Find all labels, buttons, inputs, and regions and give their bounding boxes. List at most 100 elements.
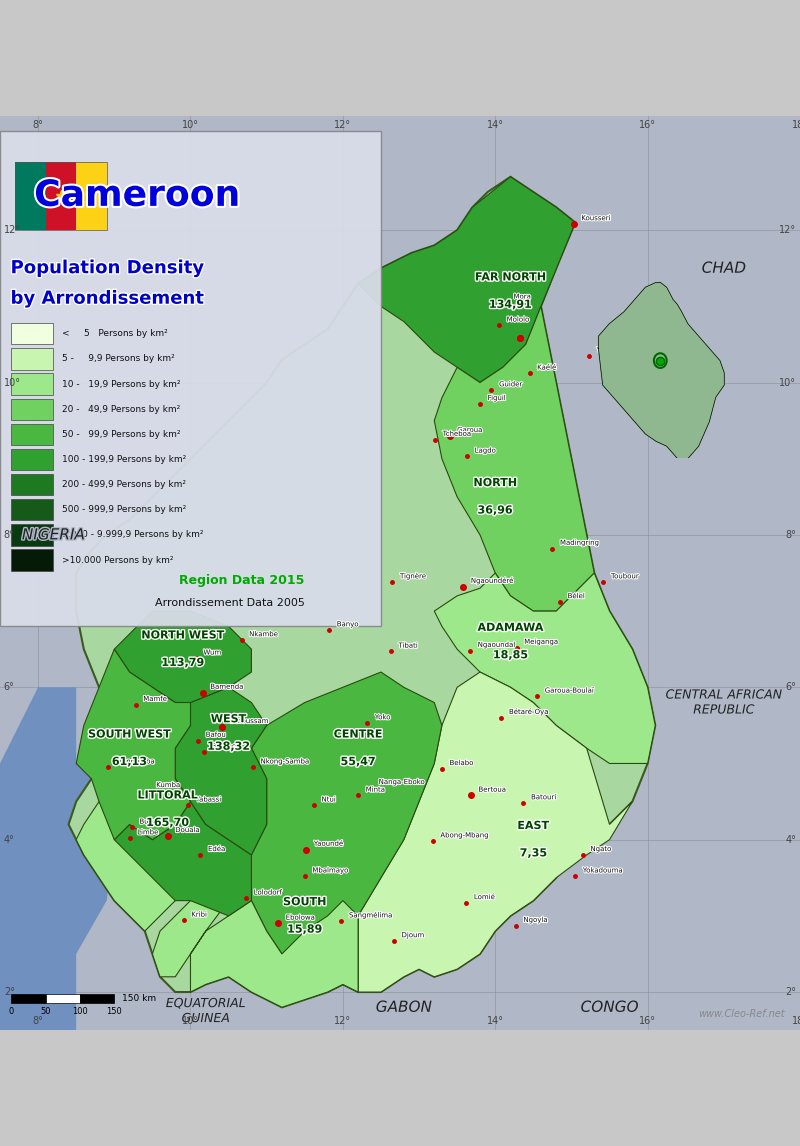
Text: Wum: Wum	[203, 650, 222, 656]
Text: 165,70: 165,70	[146, 818, 189, 827]
Bar	[11, 424, 54, 445]
Text: 18°: 18°	[791, 1017, 800, 1027]
Text: 8°: 8°	[786, 529, 796, 540]
Text: 61,13: 61,13	[112, 758, 147, 767]
Text: Ebolowa: Ebolowa	[286, 915, 315, 920]
Text: SOUTH: SOUTH	[283, 897, 326, 908]
Text: 18°: 18°	[791, 119, 800, 129]
Text: CENTRAL AFRICAN
REPUBLIC: CENTRAL AFRICAN REPUBLIC	[666, 689, 782, 716]
Text: Arrondissement Data 2005: Arrondissement Data 2005	[155, 598, 305, 609]
Text: Ngato: Ngato	[590, 846, 611, 853]
Text: 100: 100	[72, 1007, 88, 1017]
Polygon shape	[76, 649, 190, 840]
Text: by Arrondissement: by Arrondissement	[10, 290, 202, 308]
Polygon shape	[0, 801, 152, 1030]
Bar	[11, 449, 54, 470]
Text: Toubour: Toubour	[611, 573, 638, 580]
FancyBboxPatch shape	[0, 131, 381, 627]
Text: Garoua-Boulaï: Garoua-Boulaï	[545, 688, 594, 693]
Text: Kumba: Kumba	[156, 782, 180, 788]
Text: 8°: 8°	[33, 1017, 43, 1027]
Polygon shape	[0, 688, 114, 1030]
Text: Mundemba: Mundemba	[116, 759, 155, 764]
Text: Figuil: Figuil	[488, 395, 506, 401]
Text: Garoua: Garoua	[457, 427, 482, 433]
Text: 100 - 199,9 Persons by km²: 100 - 199,9 Persons by km²	[62, 455, 186, 464]
Polygon shape	[598, 282, 724, 458]
Text: 2°: 2°	[785, 987, 796, 997]
Text: Abong-Mbang: Abong-Mbang	[440, 832, 489, 839]
Text: Ngaoundal: Ngaoundal	[478, 642, 515, 647]
Text: Yaoundé: Yaoundé	[314, 841, 343, 847]
Text: GABON: GABON	[376, 999, 432, 1015]
Bar	[11, 399, 54, 419]
Text: 8°: 8°	[33, 119, 43, 129]
Text: Region Data 2015: Region Data 2015	[179, 574, 305, 587]
Text: Nkong-Samba: Nkong-Samba	[261, 759, 310, 764]
Text: Tignère: Tignère	[400, 572, 426, 580]
Text: Yagoua: Yagoua	[597, 347, 622, 353]
Text: CONGO: CONGO	[581, 999, 638, 1015]
Bar	[11, 348, 54, 369]
Text: 5 -     9,9 Persons by km²: 5 - 9,9 Persons by km²	[62, 354, 175, 363]
Text: 20 -   49,9 Persons by km²: 20 - 49,9 Persons by km²	[62, 405, 181, 414]
Text: 15,89: 15,89	[287, 925, 322, 935]
Text: FAR NORTH: FAR NORTH	[475, 273, 546, 282]
Text: 18,85: 18,85	[493, 650, 528, 660]
Text: <     5   Persons by km²: < 5 Persons by km²	[62, 329, 168, 338]
Text: Mamfe: Mamfe	[143, 696, 167, 702]
Text: LITTORAL: LITTORAL	[138, 791, 198, 800]
Text: Kribi: Kribi	[191, 911, 207, 918]
Text: Mololo: Mololo	[506, 316, 530, 322]
Text: Bafoussam: Bafoussam	[230, 719, 269, 724]
Text: 10°: 10°	[182, 1017, 199, 1027]
Text: Bamenda: Bamenda	[210, 684, 243, 690]
Text: Cameroon: Cameroon	[34, 179, 240, 213]
Text: 200 - 499,9 Persons by km²: 200 - 499,9 Persons by km²	[62, 480, 186, 489]
Text: 12°: 12°	[334, 1017, 351, 1027]
Text: 14°: 14°	[486, 119, 504, 129]
Text: Yokadouma: Yokadouma	[583, 868, 623, 873]
Text: 150 km: 150 km	[122, 995, 156, 1004]
Polygon shape	[175, 688, 266, 855]
Bar	[15, 162, 106, 230]
Text: 138,32: 138,32	[207, 741, 250, 752]
Text: Limbe: Limbe	[137, 830, 158, 835]
Bar	[80, 995, 114, 1004]
Polygon shape	[434, 573, 655, 763]
Text: Douala: Douala	[175, 827, 200, 833]
Polygon shape	[358, 672, 632, 992]
Polygon shape	[0, 116, 800, 1030]
Text: 113,79: 113,79	[162, 658, 204, 668]
Text: 50: 50	[41, 1007, 51, 1017]
Text: Bélel: Bélel	[568, 594, 585, 599]
Text: Tibati: Tibati	[398, 643, 418, 649]
Text: Nkambe: Nkambe	[249, 631, 278, 637]
Text: 12°: 12°	[334, 119, 351, 129]
Text: CENTRE: CENTRE	[334, 730, 382, 739]
Text: 134,91: 134,91	[489, 300, 532, 309]
Text: 0: 0	[9, 1007, 14, 1017]
Text: Lolodorf: Lolodorf	[254, 889, 282, 895]
Bar	[11, 549, 54, 571]
Text: Yabassi: Yabassi	[196, 796, 221, 802]
Text: Bafou: Bafou	[206, 732, 226, 738]
Text: Bétaré-Oya: Bétaré-Oya	[509, 708, 549, 715]
Bar	[11, 995, 46, 1004]
Polygon shape	[114, 611, 251, 702]
Text: Belabo: Belabo	[450, 760, 474, 766]
Text: Banyo: Banyo	[337, 621, 358, 627]
Text: www.Cleo-Ref.net: www.Cleo-Ref.net	[698, 1008, 785, 1019]
Text: 10°: 10°	[182, 119, 199, 129]
Text: CHAD: CHAD	[702, 261, 746, 276]
Text: NORTH WEST: NORTH WEST	[142, 630, 225, 641]
Text: >10.000 Persons by km²: >10.000 Persons by km²	[62, 556, 174, 565]
Text: SOUTH WEST: SOUTH WEST	[88, 730, 171, 739]
Text: 10 -   19,9 Persons by km²: 10 - 19,9 Persons by km²	[62, 379, 181, 388]
Text: Mbalmayo: Mbalmayo	[312, 868, 348, 873]
Text: Madingring: Madingring	[560, 540, 599, 545]
Text: 50 -   99,9 Persons by km²: 50 - 99,9 Persons by km²	[62, 430, 181, 439]
Text: 500 - 999,9 Persons by km²: 500 - 999,9 Persons by km²	[62, 505, 186, 515]
Text: Bertoua: Bertoua	[478, 786, 506, 793]
Text: 4°: 4°	[786, 834, 796, 845]
